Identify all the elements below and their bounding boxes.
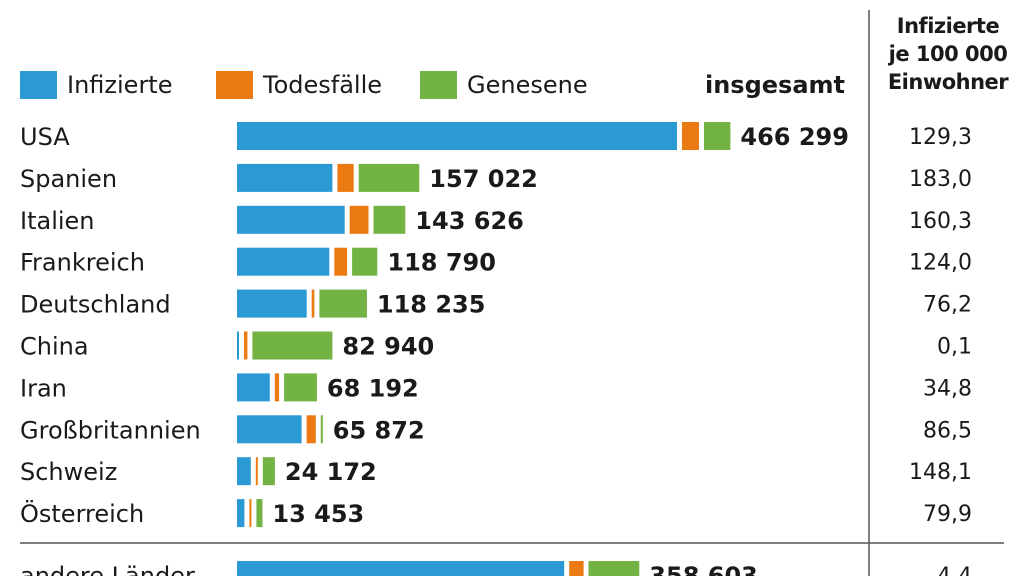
rate-value: 34,8 (923, 376, 972, 401)
bar-segment-todesfälle (334, 247, 348, 276)
bar-segment-infizierte (237, 289, 307, 318)
bar-segment-todesfälle (311, 289, 315, 318)
bar-segment-genesene (352, 247, 378, 276)
country-label: USA (20, 123, 70, 151)
country-label: Schweiz (20, 458, 117, 486)
rate-value: 0,1 (937, 335, 972, 360)
legend-label-2: Genesene (467, 71, 588, 99)
rate-value: 4,4 (937, 564, 972, 576)
bar-segment-genesene (319, 289, 367, 318)
total-value: 466 299 (740, 123, 849, 151)
legend-swatch-1 (216, 71, 253, 99)
rate-header-line-1: je 100 000 (888, 42, 1008, 66)
bar-segment-genesene (588, 561, 640, 576)
bar-segment-genesene (373, 205, 406, 234)
rate-value: 160,3 (909, 209, 972, 234)
rate-value: 86,5 (923, 418, 972, 443)
bar-segment-infizierte (237, 499, 245, 528)
bar-segment-todesfälle (682, 122, 699, 150)
country-label: Spanien (20, 165, 117, 193)
total-value: 82 940 (342, 333, 434, 361)
bar-segment-genesene (262, 457, 275, 486)
country-label: Iran (20, 374, 67, 402)
rate-header-line-2: Einwohner (888, 70, 1009, 94)
total-value: 358 603 (649, 562, 758, 576)
bar-segment-infizierte (237, 205, 345, 234)
rate-value: 79,9 (923, 502, 972, 527)
rate-value: 129,3 (909, 125, 972, 150)
country-label: andere Länder (20, 562, 195, 576)
bar-segment-genesene (284, 373, 317, 402)
legend-label-1: Todesfälle (262, 71, 382, 99)
country-label: Großbritannien (20, 416, 201, 444)
bar-segment-todesfälle (349, 205, 369, 234)
bar-segment-todesfälle (274, 373, 280, 402)
bar-segment-infizierte (237, 561, 565, 576)
total-value: 24 172 (285, 458, 377, 486)
rate-value: 124,0 (909, 251, 972, 276)
bar-segment-todesfälle (337, 163, 354, 192)
total-value: 13 453 (272, 500, 364, 528)
bar-segment-todesfälle (569, 561, 584, 576)
bar-segment-genesene (358, 163, 420, 192)
country-label: Deutschland (20, 291, 171, 319)
total-value: 65 872 (333, 416, 425, 444)
rate-value: 183,0 (909, 167, 972, 192)
bar-segment-genesene (252, 331, 333, 360)
total-value: 143 626 (415, 207, 524, 235)
bar-segment-infizierte (237, 373, 270, 402)
total-value: 118 235 (377, 291, 486, 319)
total-value: 118 790 (387, 249, 496, 277)
bar-segment-infizierte (237, 457, 251, 486)
total-column-header: insgesamt (705, 71, 845, 99)
bar-segment-genesene (256, 499, 263, 528)
total-value: 157 022 (429, 165, 538, 193)
bar-segment-infizierte (237, 163, 333, 192)
bar-segment-infizierte (237, 331, 239, 360)
country-label: Italien (20, 207, 95, 235)
legend-swatch-2 (420, 71, 457, 99)
bar-segment-genesene (320, 415, 323, 444)
legend-label-0: Infizierte (67, 71, 172, 99)
bar-segment-infizierte (237, 122, 677, 150)
bar-segment-genesene (704, 122, 731, 150)
bar-segment-infizierte (237, 247, 330, 276)
total-value: 68 192 (327, 374, 419, 402)
legend-swatch-0 (20, 71, 57, 99)
bar-segment-infizierte (237, 415, 302, 444)
bar-segment-todesfälle (306, 415, 316, 444)
bar-segment-todesfälle (244, 331, 248, 360)
rate-value: 148,1 (909, 460, 972, 485)
bar-segment-todesfälle (255, 457, 258, 486)
bar-segment-todesfälle (249, 499, 252, 528)
rate-header-line-0: Infizierte (897, 14, 1000, 38)
country-label: China (20, 333, 89, 361)
country-label: Frankreich (20, 249, 145, 277)
rate-value: 76,2 (923, 293, 972, 318)
country-label: Österreich (20, 499, 144, 528)
